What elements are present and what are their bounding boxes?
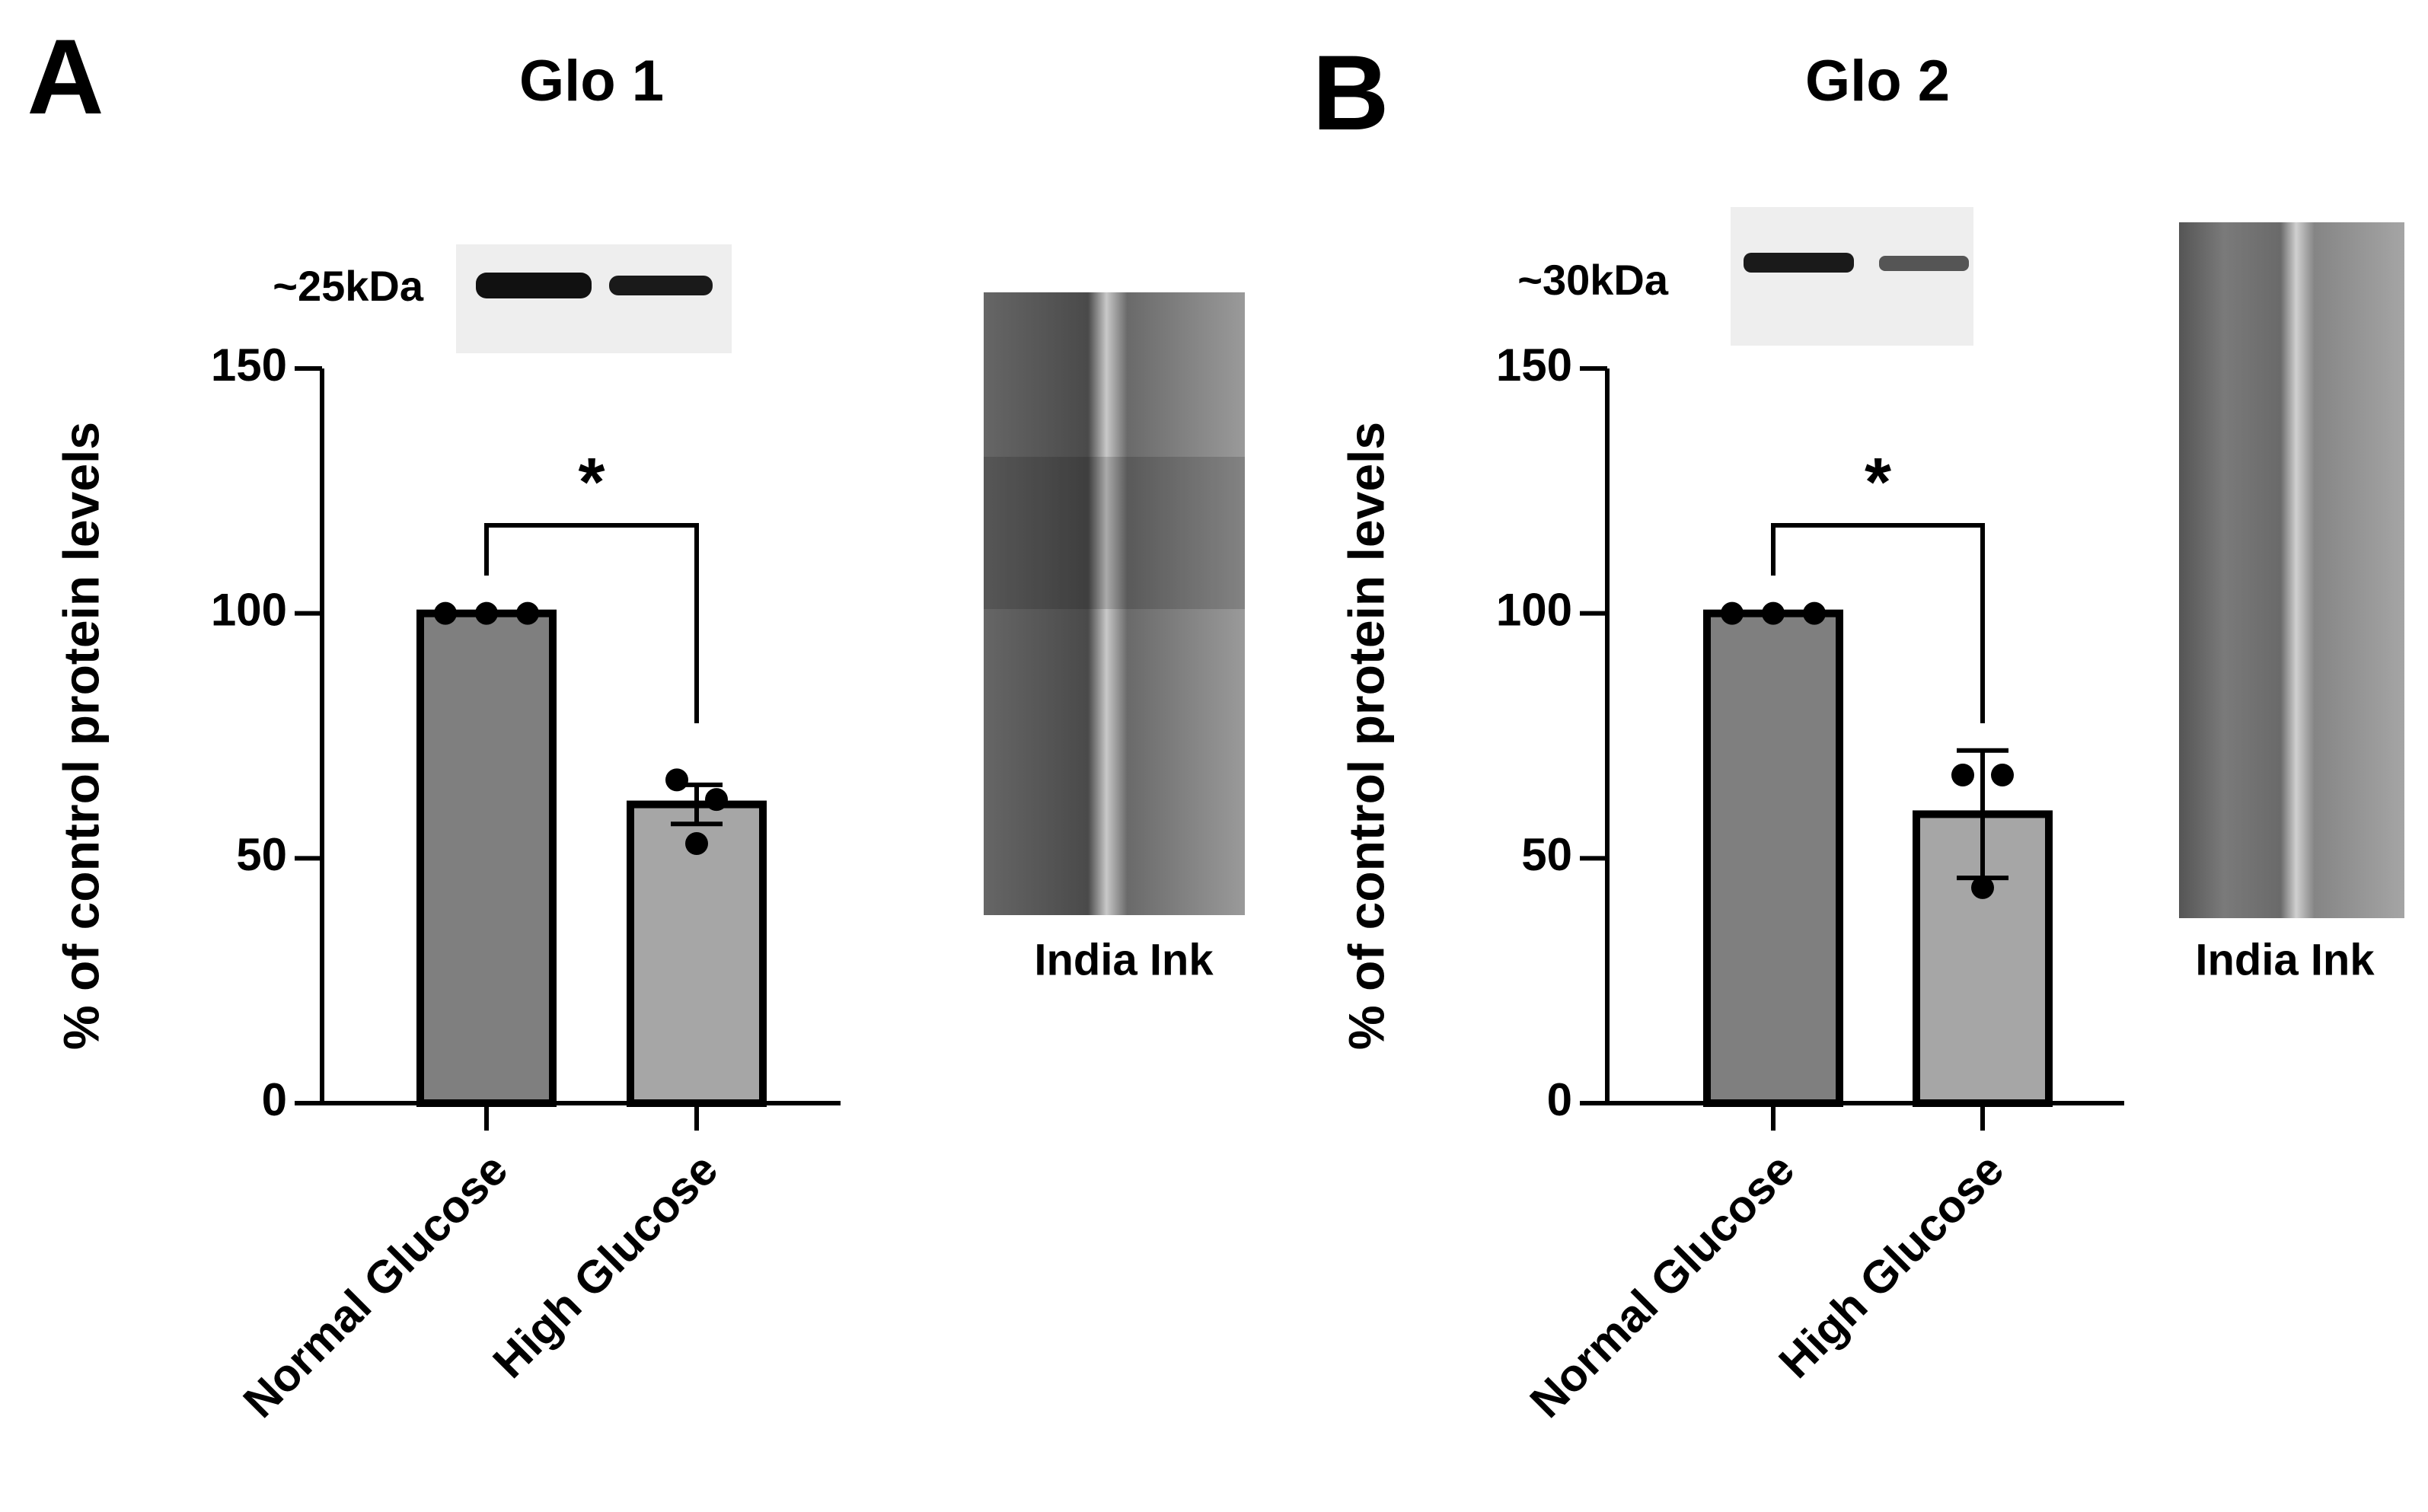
significance-bracket: [1771, 523, 1985, 723]
blot-band: [476, 273, 592, 298]
x-tick-label: High Glucose: [483, 1144, 728, 1388]
western-blot: [456, 244, 732, 353]
y-tick-label: 100: [211, 585, 287, 636]
band-label: ~30kDa: [1517, 256, 1669, 304]
gel-smear: [984, 457, 1245, 609]
band-label: ~25kDa: [273, 262, 424, 310]
data-point: [1762, 601, 1785, 625]
data-point: [1721, 601, 1744, 625]
data-point: [685, 832, 708, 856]
data-point: [1951, 763, 1974, 786]
y-tick-label: 100: [1496, 585, 1572, 636]
x-tick-label: High Glucose: [1769, 1144, 2014, 1388]
data-point: [1803, 601, 1826, 625]
bar: [416, 609, 557, 1107]
india-ink-gel: [2179, 222, 2404, 918]
data-point: [705, 788, 728, 812]
india-ink-gel: [984, 292, 1245, 915]
x-tick-label: Normal Glucose: [1520, 1144, 1804, 1427]
significance-bracket: [484, 523, 699, 723]
bar: [1703, 609, 1843, 1107]
significance-marker: *: [1865, 445, 1891, 521]
y-axis-label: % of control protein levels: [53, 422, 109, 1050]
blot-band: [1879, 256, 1969, 271]
data-point: [516, 601, 539, 625]
y-tick-label: 150: [211, 340, 287, 391]
y-tick-label: 50: [236, 829, 287, 880]
x-tick-label: Normal Glucose: [234, 1144, 518, 1427]
data-point: [1991, 763, 2014, 786]
western-blot: [1731, 207, 1973, 346]
y-tick-label: 150: [1496, 340, 1572, 391]
data-point: [475, 601, 498, 625]
significance-marker: *: [578, 445, 605, 521]
blot-band: [609, 276, 713, 295]
data-point: [665, 768, 688, 792]
data-point: [1971, 876, 1994, 899]
chart-title: Glo 2: [1805, 49, 1950, 113]
data-point: [434, 601, 457, 625]
panel-label: B: [1312, 33, 1389, 152]
y-tick-label: 0: [262, 1074, 287, 1125]
blot-band: [1744, 253, 1854, 273]
stain-label: India Ink: [2195, 935, 2375, 984]
y-tick-label: 0: [1547, 1074, 1572, 1125]
y-tick-label: 50: [1521, 829, 1572, 880]
panel-label: A: [27, 17, 104, 136]
stain-label: India Ink: [1034, 935, 1214, 984]
y-axis-label: % of control protein levels: [1338, 422, 1394, 1050]
chart-title: Glo 1: [519, 49, 664, 113]
